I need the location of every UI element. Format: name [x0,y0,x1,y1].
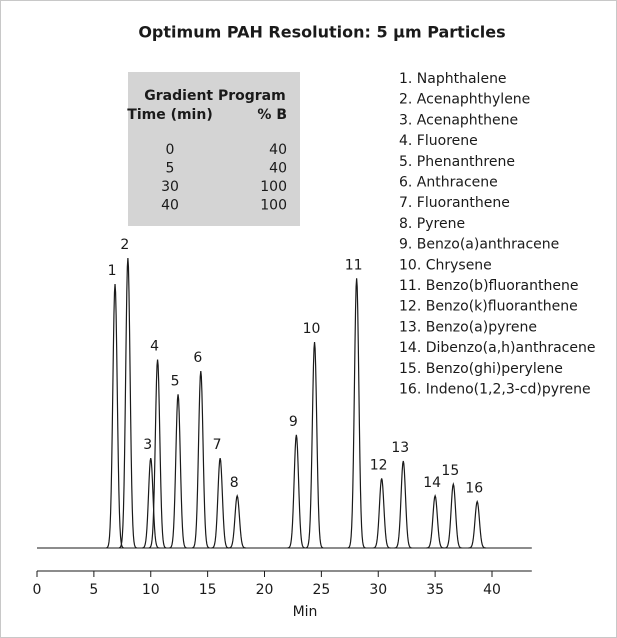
peak [118,257,137,549]
peak [372,478,391,549]
gradient-cell: 40 [269,161,287,177]
gradient-cell: 0 [166,142,175,158]
gradient-cell: 100 [260,179,287,195]
x-tick-label: 10 [142,582,160,598]
chart-title: Optimum PAH Resolution: 5 µm Particles [138,23,505,42]
peak-label: 3 [143,437,152,453]
peak-label: 15 [441,463,459,479]
gradient-cell: 40 [161,198,179,214]
peak [148,359,167,549]
peak [228,493,247,549]
gradient-cell: 40 [269,142,287,158]
compound-label: 13. Benzo(a)pyrene [399,319,537,335]
x-axis-label: Min [293,604,318,620]
x-tick-label: 25 [312,582,330,598]
peak-label: 9 [289,414,298,430]
peak [305,342,324,549]
x-tick-label: 0 [33,582,42,598]
peak-label: 12 [370,457,388,473]
compound-label: 11. Benzo(b)fluoranthene [399,278,578,294]
x-tick-label: 15 [199,582,217,598]
gradient-table-bg [128,72,300,226]
peak [106,284,124,549]
compound-label: 4. Fluorene [399,133,478,149]
compound-label: 5. Phenanthrene [399,154,515,170]
x-tick-label: 20 [256,582,274,598]
compound-label: 9. Benzo(a)anthracene [399,237,559,253]
peak [211,457,229,549]
peak-label: 11 [345,257,363,273]
compound-label: 3. Acenaphthene [399,112,518,128]
compound-label: 1. Naphthalene [399,71,507,87]
peak-label: 16 [465,481,483,497]
peak [426,493,444,549]
compound-label: 2. Acenaphthylene [399,92,530,108]
gradient-cell: 30 [161,179,179,195]
x-tick-label: 5 [89,582,98,598]
peak [169,394,187,549]
peak-label: 2 [120,237,129,253]
x-tick-label: 35 [426,582,444,598]
peak-label: 14 [423,475,441,491]
peak-label: 1 [108,263,117,279]
peak [444,481,463,549]
peak [347,278,366,549]
x-tick-label: 30 [369,582,387,598]
compound-label: 15. Benzo(ghi)perylene [399,361,563,377]
peak [394,460,413,549]
peak-label: 8 [230,475,239,491]
peak [141,457,160,549]
compound-label: 8. Pyrene [399,216,465,232]
peak [191,371,210,549]
x-tick-label: 40 [483,582,501,598]
peak-label: 13 [391,440,409,456]
compound-label: 7. Fluoranthene [399,195,510,211]
compound-label: 16. Indeno(1,2,3-cd)pyrene [399,382,591,398]
peak-label: 10 [303,321,321,337]
peak [287,434,306,549]
compound-label: 10. Chrysene [399,257,492,273]
gradient-col: Time (min) [127,107,212,123]
gradient-col: % B [257,107,287,123]
peak-label: 4 [150,339,159,355]
compound-label: 12. Benzo(k)fluoranthene [399,299,578,315]
gradient-cell: 5 [166,161,175,177]
gradient-cell: 100 [260,198,287,214]
peak-label: 5 [171,373,180,389]
gradient-title: Gradient Program [144,88,285,104]
peak-label: 6 [193,350,202,366]
peak [468,499,487,549]
peak-label: 7 [213,437,222,453]
compound-label: 6. Anthracene [399,175,498,191]
compound-label: 14. Dibenzo(a,h)anthracene [399,340,595,356]
